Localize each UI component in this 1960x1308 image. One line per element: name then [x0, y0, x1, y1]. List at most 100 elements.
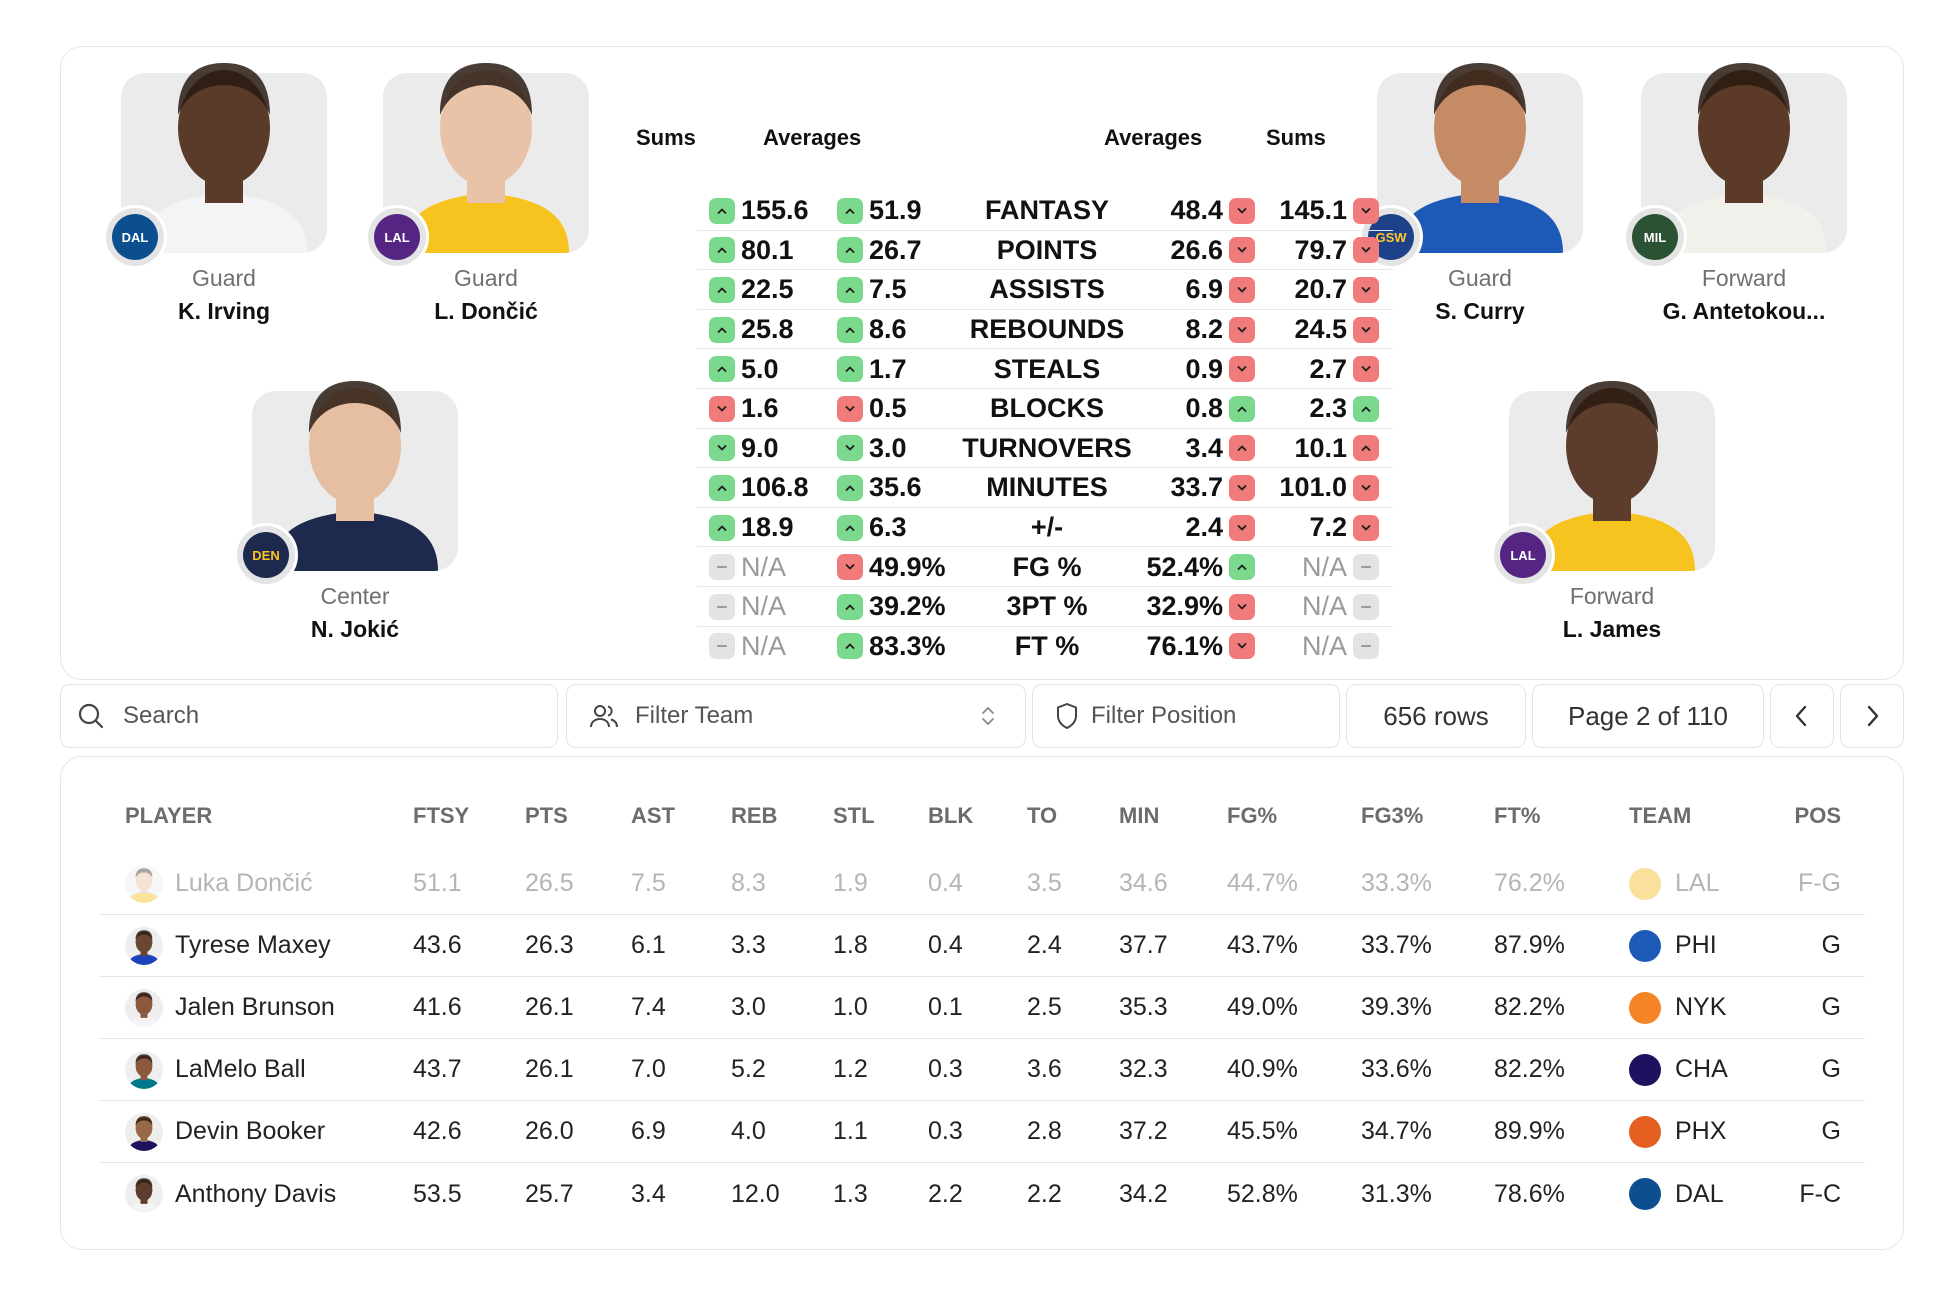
cell-player: Anthony Davis [99, 1163, 336, 1225]
filter-position-select[interactable]: Filter Position [1032, 684, 1340, 748]
column-header-min[interactable]: MIN [1119, 803, 1160, 828]
left-average-cell: 49.9% [837, 547, 952, 587]
column-header-blk[interactable]: BLK [928, 803, 974, 828]
pts-value: 26.0 [525, 1117, 574, 1145]
chevron-down-icon [1229, 356, 1255, 383]
column-header-ast[interactable]: AST [631, 803, 675, 828]
reb-value: 3.0 [731, 993, 766, 1021]
chevron-down-icon [1353, 316, 1379, 343]
column-header-reb[interactable]: REB [731, 803, 778, 828]
comparison-row: 25.8 8.6 8.2 24.5 REBOUNDS [697, 310, 1393, 350]
cell-to: 2.2 [1027, 1163, 1062, 1225]
cell-fg: 52.8% [1227, 1163, 1298, 1225]
stat-value: 39.2% [869, 591, 946, 622]
min-value: 37.7 [1119, 931, 1168, 959]
filter-team-select[interactable]: Filter Team [566, 684, 1026, 748]
search-input[interactable]: Search [123, 702, 200, 729]
stat-value: 76.1% [1146, 630, 1223, 661]
cell-fg3: 31.3% [1361, 1163, 1432, 1225]
chevron-up-icon [837, 316, 863, 343]
team-abbr: DAL [1675, 1179, 1724, 1208]
column-header-pos[interactable]: POS [1794, 803, 1841, 828]
player-name: N. Jokić [310, 616, 400, 642]
right-average-cell: 6.9 [1179, 270, 1255, 310]
chevron-up-icon [709, 276, 735, 303]
team-logo-icon [1629, 929, 1661, 962]
stat-value: 33.7 [1170, 472, 1223, 503]
cell-team: DAL [1629, 1163, 1724, 1225]
player-card-left-3[interactable]: DEN Center N. Jokić [234, 341, 458, 643]
player-name[interactable]: Tyrese Maxey [175, 931, 331, 959]
stat-label: FG % [1012, 551, 1082, 582]
comparison-row: 1.6 0.5 0.8 2.3 BLOCKS [697, 389, 1393, 429]
player-name: L. James [1562, 616, 1662, 642]
chevron-down-icon [1229, 237, 1255, 264]
player-photo [383, 23, 589, 253]
avatar [125, 988, 163, 1027]
cell-ast: 7.5 [631, 853, 666, 914]
stat-value: 9.0 [741, 432, 779, 463]
table-row[interactable]: Tyrese Maxey 43.6 26.3 6.1 3.3 1.8 0.4 2.4 37.7 4… [99, 915, 1865, 977]
right-sum-cell: 7.2 [1303, 508, 1379, 548]
column-header-team[interactable]: TEAM [1629, 803, 1692, 828]
column-header-to[interactable]: TO [1027, 803, 1058, 828]
player-name[interactable]: LaMelo Ball [175, 1055, 306, 1083]
cell-min: 32.3 [1119, 1039, 1168, 1100]
stat-value: 7.2 [1309, 512, 1347, 543]
table-row[interactable]: Jalen Brunson 41.6 26.1 7.4 3.0 1.0 0.1 2.5 35.3… [99, 977, 1865, 1039]
player-card-right-3[interactable]: LAL Forward L. James [1491, 341, 1715, 643]
pos-value: F-G [1797, 869, 1841, 897]
min-value: 35.3 [1119, 993, 1168, 1021]
player-card-right-1[interactable]: GSW Guard S. Curry [1359, 23, 1583, 325]
player-name[interactable]: Devin Booker [175, 1117, 326, 1145]
reb-value: 4.0 [731, 1117, 766, 1145]
table-row[interactable]: Luka Dončić 51.1 26.5 7.5 8.3 1.9 0.4 3.5 34.6 44… [99, 853, 1865, 915]
blk-value: 2.2 [928, 1179, 963, 1208]
column-header-ft-[interactable]: FT% [1494, 803, 1541, 828]
cell-player: Jalen Brunson [99, 977, 335, 1038]
cell-min: 34.2 [1119, 1163, 1168, 1225]
left-average-cell: 51.9 [837, 191, 928, 231]
player-card-right-2[interactable]: MIL Forward G. Antetokou... [1623, 23, 1847, 325]
column-header-player[interactable]: PLAYER [125, 803, 213, 828]
chevron-up-icon [1353, 395, 1379, 422]
comparison-row: 5.0 1.7 0.9 2.7 STEALS [697, 349, 1393, 389]
avatar [125, 1175, 163, 1213]
column-header-fg3-[interactable]: FG3% [1361, 803, 1424, 828]
chevron-up-icon [837, 276, 863, 303]
right-average-cell: 26.6 [1164, 231, 1255, 271]
column-header-ftsy[interactable]: FTSY [413, 803, 470, 828]
player-name[interactable]: Jalen Brunson [175, 993, 335, 1021]
stat-value: 1.7 [869, 353, 907, 384]
cell-ftsy: 43.6 [413, 915, 462, 976]
player-card-left-2[interactable]: LAL Guard L. Dončić [365, 23, 589, 325]
player-photo [1377, 23, 1583, 253]
stl-value: 1.8 [833, 931, 868, 959]
player-name[interactable]: Luka Dončić [175, 869, 313, 897]
search-box[interactable]: Search [60, 684, 558, 748]
column-header-stl[interactable]: STL [833, 803, 875, 828]
chevron-up-down-icon [979, 703, 997, 729]
next-page-button[interactable] [1840, 684, 1904, 748]
table-row[interactable]: Devin Booker 42.6 26.0 6.9 4.0 1.1 0.3 2.8 37.2 4… [99, 1101, 1865, 1163]
left-sum-cell: N/A [709, 587, 792, 627]
stat-label: MINUTES [986, 472, 1108, 503]
cell-stl: 1.0 [833, 977, 868, 1038]
stat-value: 52.4% [1146, 551, 1223, 582]
right-average-cell: 33.7 [1164, 468, 1255, 508]
ft-value: 76.2% [1494, 869, 1565, 897]
column-header-pts[interactable]: PTS [525, 803, 568, 828]
player-name[interactable]: Anthony Davis [175, 1179, 337, 1208]
prev-page-button[interactable] [1770, 684, 1834, 748]
cell-stl: 1.8 [833, 915, 868, 976]
comparison-row: N/A 83.3% 76.1% N/A FT % [697, 627, 1393, 667]
player-card-left-1[interactable]: DAL Guard K. Irving [103, 23, 327, 325]
cell-ft: 82.2% [1494, 1039, 1565, 1100]
cell-pos: F-G [1798, 853, 1841, 914]
pts-value: 26.1 [525, 1055, 574, 1083]
table-row[interactable]: LaMelo Ball 43.7 26.1 7.0 5.2 1.2 0.3 3.6 32.3 40… [99, 1039, 1865, 1101]
column-header-fg-[interactable]: FG% [1227, 803, 1278, 828]
reb-value: 8.3 [731, 869, 766, 897]
ast-value: 6.1 [631, 931, 666, 959]
table-row[interactable]: Anthony Davis 53.5 25.7 3.4 12.0 1.3 2.2 2.2 34.… [99, 1163, 1865, 1225]
